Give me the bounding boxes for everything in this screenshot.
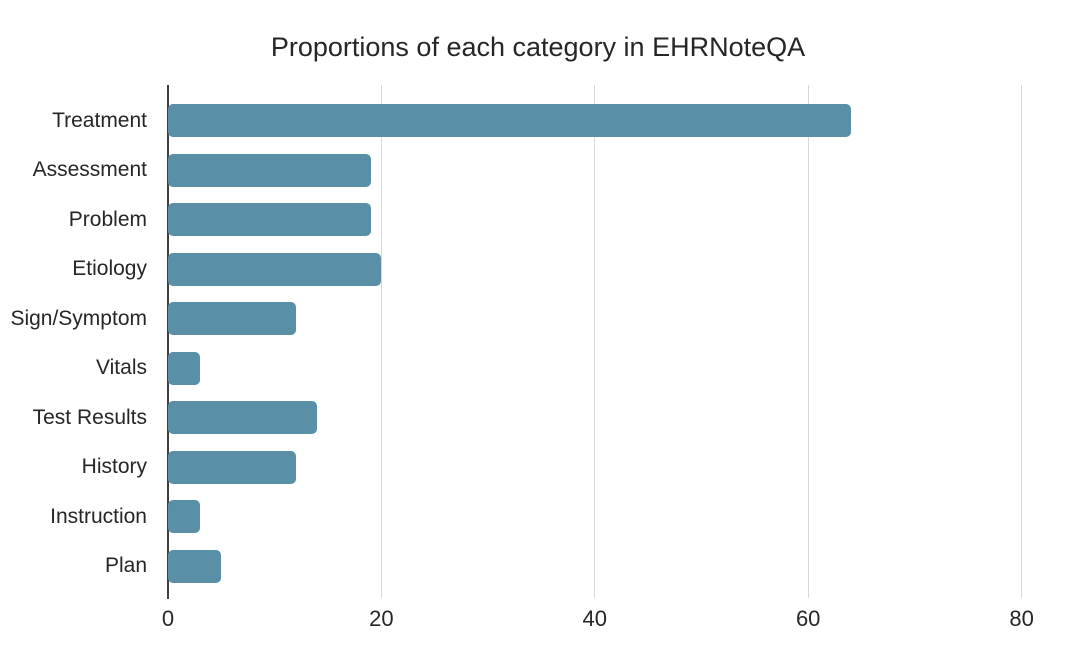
bar-treatment — [168, 104, 851, 138]
bar-problem — [168, 203, 371, 237]
gridline-x-80 — [1021, 85, 1023, 598]
chart-row: Etiology — [0, 245, 1076, 295]
chart-row: Problem — [0, 195, 1076, 245]
bar-instruction — [168, 500, 200, 534]
x-tick-label: 0 — [161, 606, 175, 631]
chart-row: Test Results — [0, 393, 1076, 443]
category-label: Sign/Symptom — [10, 306, 147, 330]
y-axis-line — [167, 85, 169, 599]
category-label: Assessment — [32, 158, 147, 182]
gridline-x-20 — [380, 85, 382, 598]
category-label: Plan — [104, 554, 147, 578]
bar-assessment — [168, 153, 371, 187]
chart-row: Assessment — [0, 146, 1076, 196]
category-label: Vitals — [96, 356, 147, 380]
category-label: History — [81, 455, 147, 479]
gridline-x-60 — [807, 85, 809, 598]
chart-row: Vitals — [0, 344, 1076, 394]
category-label: Problem — [68, 207, 147, 231]
x-tick-label: 60 — [795, 606, 821, 631]
bar-etiology — [168, 252, 382, 286]
chart-row: Instruction — [0, 492, 1076, 542]
bar-test-results — [168, 401, 318, 435]
chart-title: Proportions of each category in EHRNoteQ… — [270, 32, 806, 62]
bar-plan — [168, 549, 222, 583]
bar-history — [168, 450, 297, 484]
x-tick-label: 40 — [582, 606, 608, 631]
chart-row: History — [0, 443, 1076, 493]
gridline-x-40 — [594, 85, 596, 598]
x-tick-label: 20 — [369, 606, 394, 631]
chart-row: Treatment — [0, 96, 1076, 146]
bar-vitals — [168, 351, 200, 385]
chart-row: Sign/Symptom — [0, 294, 1076, 344]
category-label: Instruction — [50, 504, 147, 528]
bars-layer: Treatment Assessment Problem Etiology Sign/S… — [0, 96, 1076, 591]
category-label: Etiology — [72, 257, 147, 281]
category-label: Treatment — [52, 108, 147, 132]
chart-row: Plan — [0, 542, 1076, 592]
category-label: Test Results — [32, 405, 147, 429]
x-tick-label: 80 — [1009, 606, 1034, 631]
bar-sign-symptom — [168, 302, 297, 336]
